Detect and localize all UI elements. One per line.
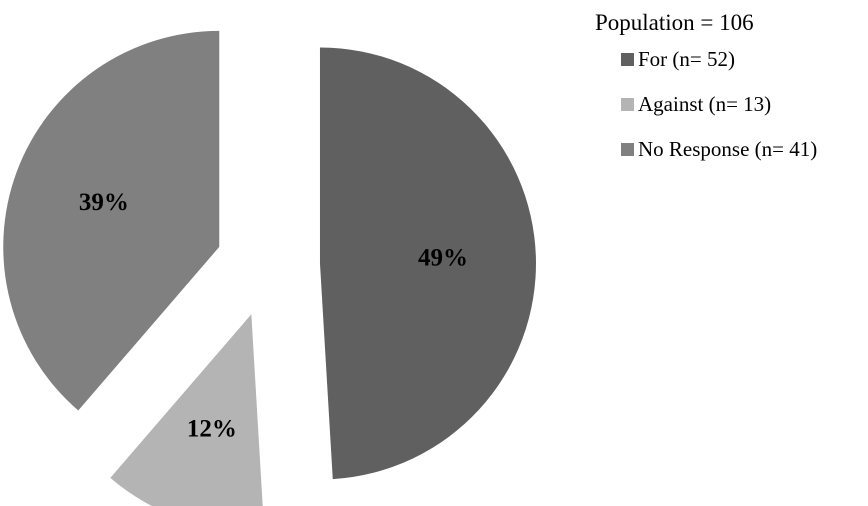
legend-swatch-for <box>621 53 634 66</box>
pie-slice-against <box>110 314 263 506</box>
legend-swatch-no-response <box>621 143 634 156</box>
pie-slice-no-response <box>3 30 220 411</box>
legend-swatch-against <box>621 98 634 111</box>
legend-label-for: For (n= 52) <box>638 47 736 71</box>
legend-label-against: Against (n= 13) <box>638 92 772 116</box>
legend-item-no-response: No Response (n= 41) <box>621 136 817 163</box>
pie-label-against: 12% <box>187 416 237 443</box>
legend-title: Population = 106 <box>595 10 754 35</box>
legend-label-no-response: No Response (n= 41) <box>638 137 818 161</box>
legend-item-against: Against (n= 13) <box>621 91 817 118</box>
pie-slice-for <box>319 47 536 480</box>
pie-label-for: 49% <box>418 245 468 272</box>
pie-label-no-response: 39% <box>79 189 129 216</box>
legend: Population = 106 For (n= 52) Against (n=… <box>595 8 817 181</box>
legend-item-for: For (n= 52) <box>621 46 817 73</box>
